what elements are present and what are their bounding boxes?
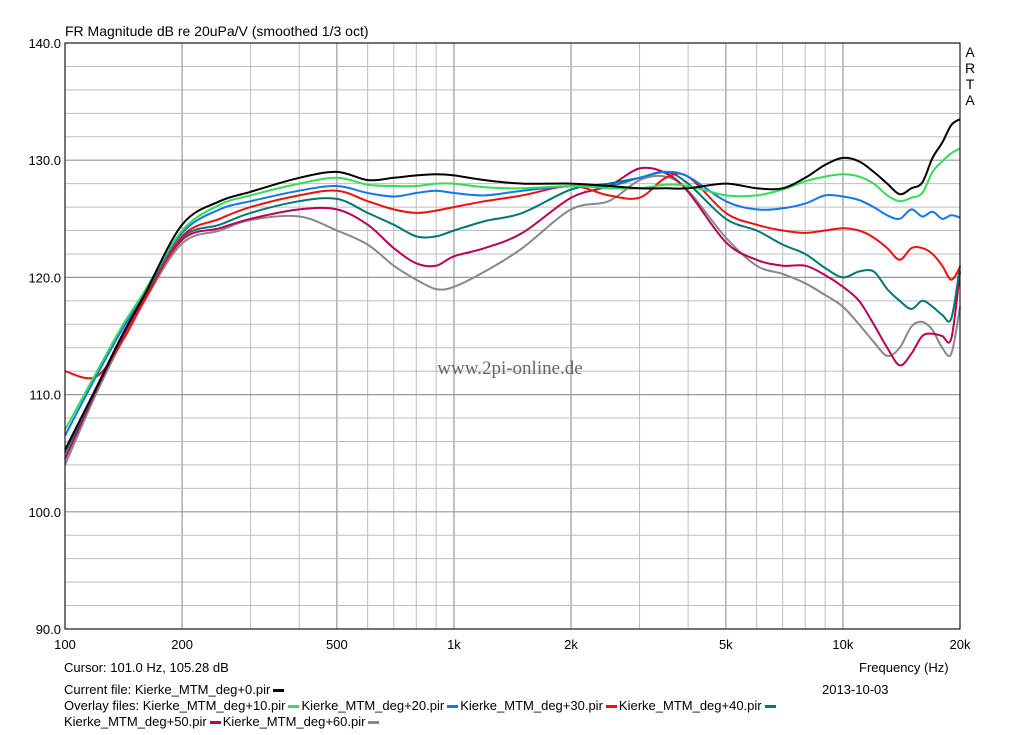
x-tick-label: 100 [54,637,76,652]
series-line-deg-0 [64,118,961,451]
overlay-file-name: Kierke_MTM_deg+30.pir [460,698,603,713]
chart-grid [64,42,961,630]
chart-tick-labels: 100 200 500 1k 2k 5k 10k 20k 90.0 100.0 110.0 120.0… [28,36,971,652]
date-label: 2013-10-03 [822,682,889,697]
current-file-swatch [273,689,285,693]
x-tick-label: 1k [447,637,461,652]
series-line-deg-20 [64,170,961,437]
cursor-readout: Cursor: 101.0 Hz, 105.28 dB [64,660,229,675]
y-tick-label: 110.0 [29,388,61,403]
overlay-files-line-2: Kierke_MTM_deg+50.pir Kierke_MTM_deg+60.p… [64,714,381,730]
x-tick-label: 200 [171,637,193,652]
overlay-swatch [447,705,459,709]
chart-title: FR Magnitude dB re 20uPa/V (smoothed 1/3… [65,23,369,39]
current-file-prefix: Current file: [64,682,135,697]
x-tick-label: 5k [719,637,733,652]
watermark-text: www.2pi-online.de [437,358,582,379]
series-line-deg-50 [64,166,961,460]
plot-frame [64,42,961,630]
series-line-deg-30 [64,172,961,380]
y-tick-label: 130.0 [28,153,61,168]
current-file-line: Current file: Kierke_MTM_deg+0.pir [64,682,286,697]
arta-letter: T [965,76,975,92]
overlay-swatch [209,721,221,725]
y-tick-label: 120.0 [28,270,61,285]
current-file-name: Kierke_MTM_deg+0.pir [134,682,271,697]
arta-letter: R [964,60,976,76]
x-tick-label: 10k [832,637,853,652]
series-line-deg-40 [64,170,961,454]
overlay-file-name: Kierke_MTM_deg+20.pir [301,698,445,713]
overlay-file-name: Kierke_MTM_deg+40.pir [618,698,762,713]
overlay-prefix: Overlay files: [64,698,143,713]
y-tick-label: 140.0 [28,36,61,51]
overlay-files-line-1: Overlay files: Kierke_MTM_deg+10.pir Kier… [64,698,778,714]
arta-letter: A [965,92,975,108]
overlay-swatch [288,705,300,709]
overlay-file-name: Kierke_MTM_deg+60.pir [222,714,366,729]
y-tick-label: 100.0 [28,505,61,520]
overlay-swatch [764,705,776,709]
x-tick-label: 20k [950,637,971,652]
x-tick-label: 500 [326,637,348,652]
chart-series [64,118,961,466]
arta-letter: A [965,44,975,60]
x-tick-label: 2k [564,637,578,652]
series-line-deg-10 [64,147,961,431]
overlay-file-name: Kierke_MTM_deg+50.pir [64,714,207,729]
overlay-file-name: Kierke_MTM_deg+10.pir [142,698,286,713]
arta-brand: A R T A [963,44,977,108]
y-tick-label: 90.0 [36,622,61,637]
x-axis-label: Frequency (Hz) [859,660,949,675]
overlay-swatch [605,705,617,709]
series-line-deg-60 [64,174,961,466]
overlay-swatch [368,721,380,725]
